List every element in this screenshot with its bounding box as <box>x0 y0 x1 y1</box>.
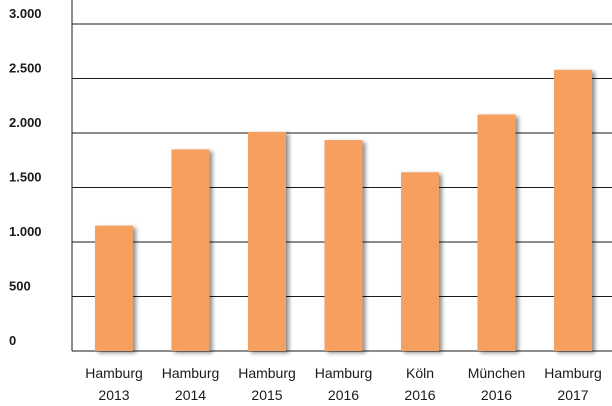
bar <box>554 69 592 351</box>
bar <box>477 114 516 351</box>
y-tick-label: 1.000 <box>9 224 42 239</box>
bar <box>401 172 439 351</box>
y-tick-label: 2.500 <box>9 61 42 76</box>
y-tick-label: 2.000 <box>9 115 42 130</box>
bar <box>95 225 133 351</box>
x-tick-label: Hamburg <box>238 365 296 381</box>
bars <box>95 69 592 351</box>
y-axis-ticks: 0 500 1.000 1.500 2.000 2.500 3.000 <box>9 6 42 348</box>
x-tick-label: Hamburg <box>162 365 220 381</box>
x-tick-label: 2017 <box>557 387 588 403</box>
y-tick-label: 3.000 <box>9 6 42 21</box>
bar <box>171 149 210 351</box>
x-tick-label: 2014 <box>175 387 206 403</box>
y-tick-label: 1.500 <box>9 170 42 185</box>
x-tick-label: 2016 <box>481 387 512 403</box>
y-tick-label: 500 <box>9 279 31 294</box>
x-tick-label: 2016 <box>404 387 435 403</box>
x-tick-label: Hamburg <box>85 365 143 381</box>
x-tick-label: München <box>468 365 526 381</box>
y-tick-label: 0 <box>9 333 16 348</box>
bar <box>324 140 363 351</box>
x-tick-label: Köln <box>406 365 434 381</box>
x-tick-label: Hamburg <box>544 365 602 381</box>
x-tick-label: 2015 <box>251 387 282 403</box>
x-tick-label: 2013 <box>98 387 129 403</box>
x-tick-label: Hamburg <box>315 365 373 381</box>
bar <box>248 131 286 351</box>
x-axis-labels: Hamburg 2013 Hamburg 2014 Hamburg 2015 Hamburg… <box>85 365 602 403</box>
x-tick-label: 2016 <box>328 387 359 403</box>
